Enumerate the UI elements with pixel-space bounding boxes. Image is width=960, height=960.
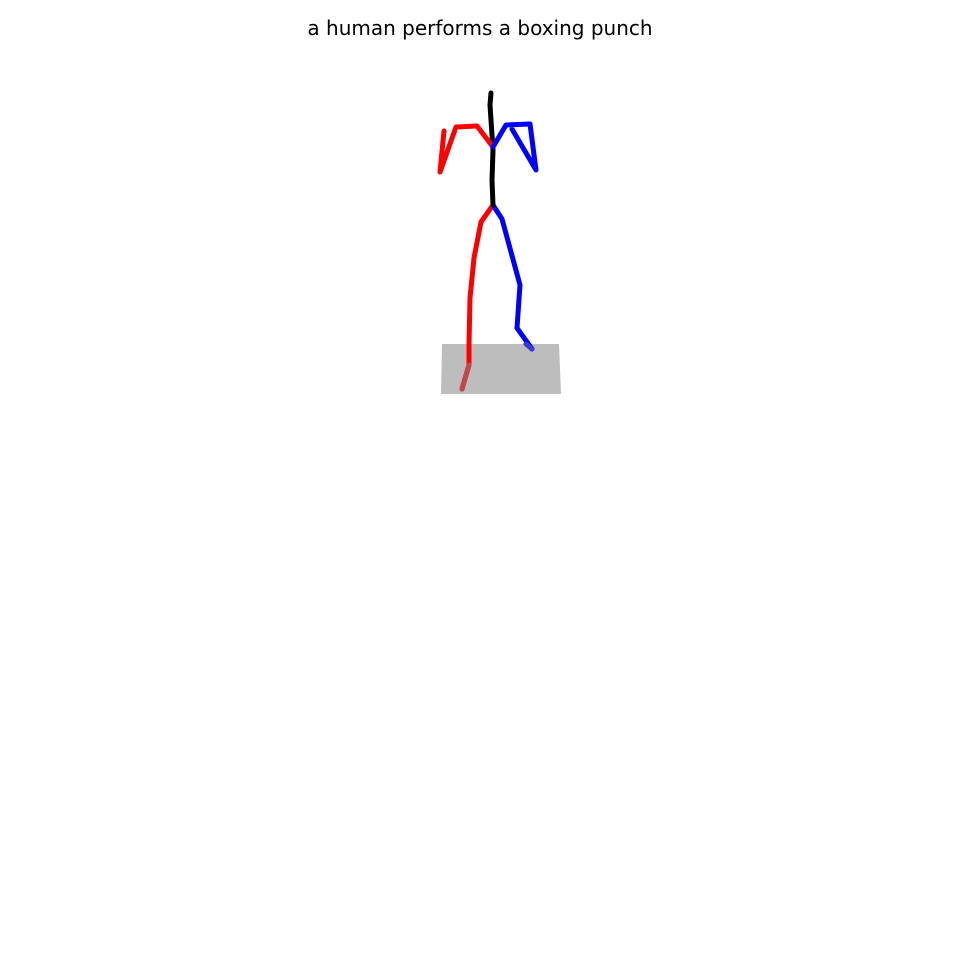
ground-plane — [441, 344, 561, 394]
spine — [487, 90, 496, 208]
right-foot-overlay — [459, 362, 472, 392]
left-foot-overlay — [523, 341, 535, 352]
figure-title: a human performs a boxing punch — [307, 16, 653, 40]
left-leg — [490, 202, 535, 352]
left-arm — [490, 121, 539, 173]
right-arm — [437, 123, 496, 175]
